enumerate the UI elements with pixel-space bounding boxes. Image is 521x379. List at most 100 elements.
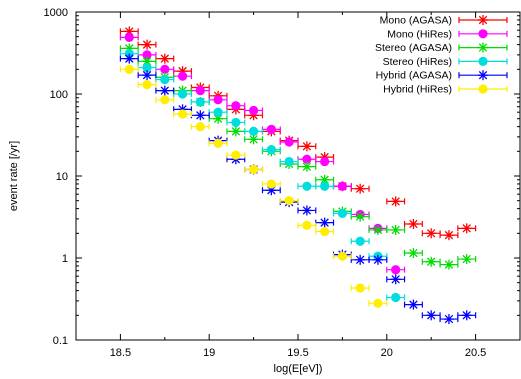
legend-marker — [478, 42, 488, 53]
y-tick-label: 100 — [50, 89, 68, 101]
legend-marker — [478, 70, 488, 81]
x-tick-label: 19 — [203, 347, 215, 359]
data-point — [266, 179, 276, 189]
data-point — [142, 70, 153, 81]
data-point — [159, 53, 170, 64]
data-point — [443, 230, 454, 241]
data-point — [284, 156, 294, 167]
data-point — [461, 223, 472, 234]
data-point — [266, 144, 276, 155]
data-point — [124, 32, 134, 43]
data-point — [142, 39, 153, 50]
data-point — [372, 254, 383, 265]
y-axis-label: event rate [/yr] — [8, 141, 20, 211]
x-tick-label: 18.5 — [110, 347, 131, 359]
x-tick-label: 20.5 — [465, 347, 486, 359]
data-point — [177, 89, 188, 99]
legend-marker — [478, 29, 488, 39]
data-point — [390, 196, 401, 207]
data-point — [426, 228, 437, 239]
data-point — [301, 161, 312, 172]
legend-marker — [478, 56, 488, 66]
series-1 — [119, 32, 406, 275]
data-point — [461, 310, 472, 321]
data-point — [373, 298, 383, 308]
data-point — [231, 117, 241, 128]
data-point — [391, 265, 401, 275]
data-point — [142, 80, 152, 90]
data-point — [319, 217, 330, 228]
series-4 — [119, 53, 477, 325]
series-2 — [119, 43, 477, 270]
data-point — [355, 254, 366, 265]
data-point — [443, 259, 454, 270]
data-point — [249, 164, 259, 175]
legend-entry-label: Hybrid (AGASA) — [376, 70, 452, 82]
data-point — [302, 220, 312, 230]
x-axis-label: log(E[eV]) — [274, 363, 323, 375]
legend: Mono (AGASA)Mono (HiRes) Stereo (AGASA) St… — [375, 15, 508, 96]
data-point — [195, 86, 205, 96]
data-point — [461, 254, 472, 265]
y-tick-label: 1000 — [44, 7, 68, 19]
data-point — [249, 126, 259, 136]
data-point — [195, 97, 205, 107]
legend-entry-label: Mono (AGASA) — [380, 15, 452, 27]
data-point — [249, 105, 259, 116]
data-point — [284, 137, 294, 147]
data-point — [284, 196, 294, 206]
data-point — [160, 74, 170, 85]
data-point — [390, 274, 401, 285]
data-point — [337, 208, 347, 218]
data-point — [355, 211, 366, 222]
data-point — [355, 236, 365, 246]
x-tick-label: 19.5 — [287, 347, 308, 359]
data-point — [302, 181, 312, 191]
data-point — [124, 53, 135, 64]
data-point — [195, 110, 206, 121]
data-point — [195, 122, 205, 132]
data-point — [301, 141, 312, 152]
data-point — [159, 85, 170, 96]
y-tick-label: 0.1 — [53, 335, 68, 347]
data-point — [320, 181, 330, 191]
y-tick-label: 10 — [56, 171, 68, 183]
data-point — [248, 134, 259, 145]
data-point — [426, 256, 437, 267]
data-point — [301, 205, 312, 216]
data-point — [443, 314, 454, 325]
data-point — [160, 95, 170, 105]
data-point — [302, 154, 312, 164]
series-0 — [119, 26, 477, 241]
data-point — [320, 156, 330, 167]
data-point — [124, 64, 134, 74]
data-point — [391, 292, 401, 303]
legend-marker — [478, 84, 488, 94]
data-point — [160, 64, 170, 74]
legend-entry-label: Mono (HiRes) — [387, 28, 452, 40]
data-point — [177, 71, 188, 81]
legend-entry-label: Stereo (AGASA) — [375, 42, 452, 54]
legend-entry-label: Stereo (HiRes) — [383, 56, 452, 68]
data-point — [408, 248, 419, 259]
data-point — [213, 138, 223, 148]
data-point — [337, 181, 347, 191]
data-point — [372, 224, 383, 235]
data-point — [266, 124, 276, 135]
data-point — [320, 226, 330, 237]
data-point — [231, 150, 241, 160]
series-5 — [119, 64, 388, 308]
data-point — [142, 62, 152, 73]
data-point — [177, 109, 188, 119]
plot-area — [119, 26, 477, 325]
data-point — [213, 95, 223, 105]
data-point — [230, 126, 241, 137]
data-point — [142, 50, 152, 60]
data-point — [426, 310, 437, 321]
data-point — [390, 224, 401, 235]
y-tick-label: 1 — [62, 253, 68, 265]
x-tick-label: 20 — [381, 347, 393, 359]
data-point — [213, 107, 223, 117]
axes: 18.5 19 19.5 20 20.5 0.1 1 10 100 1000 — [44, 7, 521, 359]
